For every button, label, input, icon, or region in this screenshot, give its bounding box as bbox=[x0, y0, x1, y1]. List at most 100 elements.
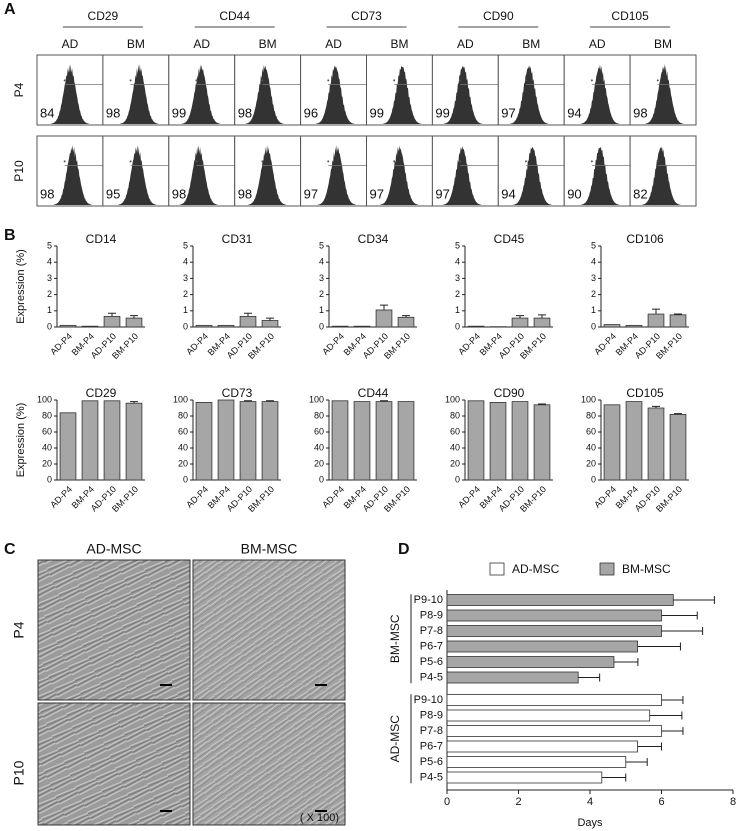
y-tick-label: 40 bbox=[42, 442, 52, 452]
error-bar bbox=[266, 400, 274, 402]
x-tick-label: AD-P4 bbox=[48, 484, 74, 510]
y-tick-label: 20 bbox=[450, 458, 460, 468]
error-bar bbox=[625, 758, 648, 766]
y-tick-label: 60 bbox=[586, 426, 596, 436]
error-bar bbox=[266, 317, 274, 321]
histogram bbox=[119, 64, 159, 124]
bar bbox=[103, 400, 121, 481]
bar bbox=[103, 316, 121, 328]
error-bar bbox=[244, 312, 252, 317]
percent-positive: 84 bbox=[40, 105, 54, 120]
source-label: AD bbox=[325, 37, 342, 51]
bar bbox=[331, 325, 349, 328]
group-label: BM-MSC bbox=[388, 614, 402, 663]
histogram bbox=[117, 144, 158, 205]
marker-label: CD105 bbox=[611, 9, 649, 23]
percent-positive: 98 bbox=[106, 105, 120, 120]
gate-dot bbox=[656, 160, 659, 163]
x-tick-label: AD-P4 bbox=[456, 331, 482, 357]
marker-label: CD90 bbox=[483, 9, 514, 23]
chart-title: CD45 bbox=[494, 232, 525, 246]
y-tick-label: 5 bbox=[455, 240, 460, 250]
histogram bbox=[181, 64, 221, 124]
row-label: P4 bbox=[11, 621, 27, 638]
bar bbox=[397, 316, 415, 328]
y-tick-label: 100 bbox=[309, 394, 324, 404]
histogram bbox=[50, 64, 90, 124]
bar bbox=[195, 401, 213, 481]
y-axis-label: Expression (%) bbox=[15, 249, 27, 324]
gate-dot bbox=[590, 79, 593, 82]
percent-positive: 97 bbox=[435, 186, 449, 201]
bar bbox=[59, 324, 77, 328]
marker-label: CD29 bbox=[88, 9, 119, 23]
bar bbox=[511, 401, 529, 481]
error-bar bbox=[637, 742, 662, 751]
bar bbox=[217, 324, 235, 328]
y-tick-label: 80 bbox=[42, 410, 52, 420]
gate-dot bbox=[327, 160, 330, 163]
bar bbox=[489, 401, 507, 481]
error-bar bbox=[661, 727, 684, 735]
histogram bbox=[178, 144, 219, 205]
percent-positive: 97 bbox=[370, 186, 384, 201]
bar bbox=[467, 400, 485, 481]
bar bbox=[603, 324, 621, 328]
percent-positive: 98 bbox=[172, 186, 186, 201]
y-tick-label: 3 bbox=[183, 273, 188, 283]
histogram bbox=[644, 64, 685, 124]
gate-dot bbox=[129, 79, 132, 82]
legend-label: AD-MSC bbox=[512, 562, 560, 576]
bar bbox=[446, 709, 651, 722]
x-tick-label: AD-P4 bbox=[592, 484, 618, 510]
y-tick-label: 0 bbox=[183, 474, 188, 484]
category-label: P7-8 bbox=[420, 625, 443, 637]
error-bar bbox=[649, 711, 683, 720]
bar bbox=[375, 401, 393, 481]
chart-title: CD106 bbox=[626, 232, 664, 246]
y-tick-label: 1 bbox=[455, 305, 460, 315]
y-tick-label: 0 bbox=[455, 321, 460, 331]
error-bar bbox=[538, 314, 546, 319]
y-tick-label: 20 bbox=[42, 458, 52, 468]
y-tick-label: 0 bbox=[183, 321, 188, 331]
gate-dot bbox=[524, 79, 527, 82]
chart-title: CD105 bbox=[626, 386, 664, 400]
histogram bbox=[442, 146, 482, 205]
bar bbox=[446, 694, 662, 706]
error-bar bbox=[637, 642, 681, 651]
bar bbox=[647, 313, 665, 328]
gate-dot bbox=[261, 79, 264, 82]
category-label: P6-7 bbox=[420, 740, 443, 752]
y-tick-label: 0 bbox=[319, 474, 324, 484]
histogram bbox=[443, 66, 483, 124]
x-tick-label: AD-P4 bbox=[48, 331, 74, 357]
percent-positive: 82 bbox=[633, 186, 647, 201]
category-label: P7-8 bbox=[420, 725, 443, 737]
error-bar bbox=[652, 308, 660, 315]
micrograph bbox=[37, 702, 191, 826]
y-tick-label: 0 bbox=[591, 321, 596, 331]
source-label: BM bbox=[390, 37, 408, 51]
y-tick-label: 100 bbox=[173, 394, 188, 404]
y-tick-label: 20 bbox=[178, 458, 188, 468]
y-tick-label: 2 bbox=[47, 289, 52, 299]
y-tick-label: 4 bbox=[591, 257, 596, 267]
y-tick-label: 1 bbox=[183, 305, 188, 315]
y-tick-label: 0 bbox=[455, 474, 460, 484]
x-tick-label: 2 bbox=[515, 796, 521, 808]
x-tick-label: AD-P4 bbox=[184, 484, 210, 510]
error-bar bbox=[578, 673, 601, 682]
bar bbox=[261, 401, 279, 481]
bar bbox=[669, 314, 687, 328]
x-tick-label: 4 bbox=[587, 796, 593, 808]
histogram bbox=[244, 64, 285, 124]
gate-dot bbox=[459, 160, 462, 163]
bar bbox=[261, 320, 279, 328]
bar bbox=[397, 401, 415, 481]
panel-label: D bbox=[398, 541, 410, 558]
legend-label: BM-MSC bbox=[622, 562, 671, 576]
gate-dot bbox=[63, 79, 66, 82]
bar bbox=[467, 325, 485, 328]
